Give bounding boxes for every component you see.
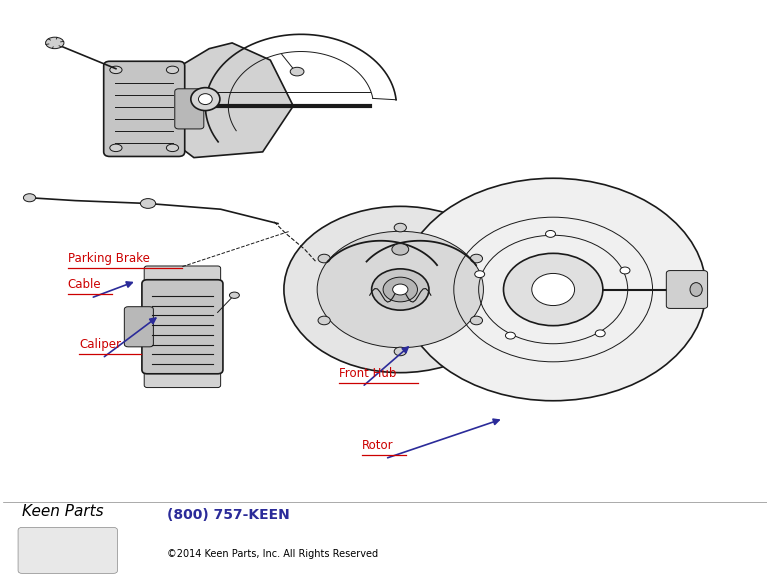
- Text: (800) 757-KEEN: (800) 757-KEEN: [167, 508, 290, 522]
- Text: Parking Brake: Parking Brake: [68, 252, 149, 265]
- Text: Caliper: Caliper: [79, 338, 121, 351]
- Ellipse shape: [475, 271, 484, 277]
- FancyBboxPatch shape: [144, 266, 221, 289]
- Ellipse shape: [393, 284, 408, 295]
- Ellipse shape: [383, 277, 417, 302]
- Ellipse shape: [166, 144, 179, 152]
- FancyBboxPatch shape: [144, 366, 221, 387]
- FancyBboxPatch shape: [104, 61, 185, 156]
- Ellipse shape: [595, 330, 605, 337]
- Ellipse shape: [284, 206, 517, 373]
- Ellipse shape: [318, 254, 330, 263]
- Ellipse shape: [372, 269, 429, 310]
- FancyBboxPatch shape: [666, 270, 708, 309]
- Text: Front Hub: Front Hub: [339, 367, 397, 380]
- Ellipse shape: [504, 254, 603, 325]
- Ellipse shape: [290, 67, 304, 76]
- Text: Cable: Cable: [68, 278, 102, 291]
- Ellipse shape: [140, 199, 156, 208]
- Ellipse shape: [110, 144, 122, 152]
- Ellipse shape: [532, 273, 574, 306]
- Ellipse shape: [110, 66, 122, 74]
- Ellipse shape: [470, 316, 483, 325]
- FancyBboxPatch shape: [124, 307, 153, 347]
- Ellipse shape: [45, 37, 64, 49]
- Ellipse shape: [229, 292, 239, 298]
- Text: ©2014 Keen Parts, Inc. All Rights Reserved: ©2014 Keen Parts, Inc. All Rights Reserv…: [167, 549, 378, 559]
- FancyBboxPatch shape: [142, 280, 223, 374]
- Text: Keen Parts: Keen Parts: [22, 504, 103, 519]
- Polygon shape: [132, 43, 293, 157]
- Text: Rotor: Rotor: [362, 439, 393, 452]
- Ellipse shape: [166, 66, 179, 74]
- Ellipse shape: [505, 332, 515, 339]
- Ellipse shape: [690, 283, 702, 296]
- Ellipse shape: [400, 178, 706, 401]
- Ellipse shape: [318, 316, 330, 325]
- Ellipse shape: [545, 230, 555, 237]
- Ellipse shape: [392, 244, 409, 255]
- Ellipse shape: [317, 231, 484, 348]
- Ellipse shape: [23, 194, 35, 201]
- FancyBboxPatch shape: [18, 527, 118, 573]
- Ellipse shape: [394, 347, 407, 356]
- Ellipse shape: [199, 94, 213, 105]
- Ellipse shape: [191, 87, 220, 111]
- FancyBboxPatch shape: [175, 89, 204, 129]
- Ellipse shape: [620, 267, 630, 274]
- Ellipse shape: [470, 254, 483, 263]
- Ellipse shape: [394, 223, 407, 232]
